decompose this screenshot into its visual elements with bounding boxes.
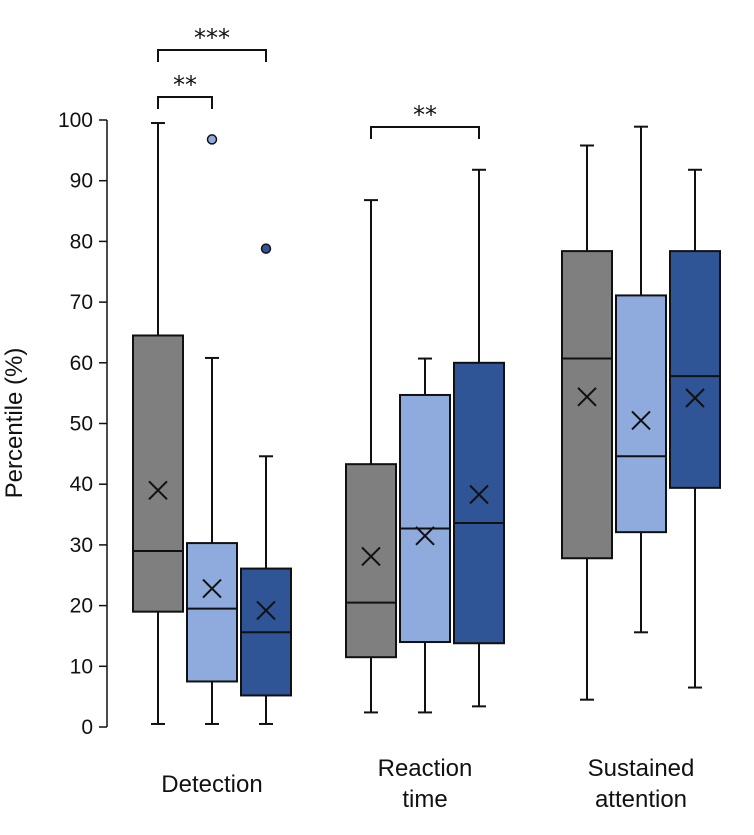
box-0-0	[132, 122, 184, 725]
y-tick-label: 0	[81, 716, 93, 739]
mean-marker	[202, 578, 222, 599]
y-tick-label: 50	[70, 413, 93, 436]
bracket-line	[157, 96, 213, 109]
iqr-box	[669, 250, 721, 489]
mean-marker	[685, 388, 705, 408]
box-2-2	[669, 168, 721, 689]
box-1-0	[345, 199, 397, 714]
bracket-line	[370, 126, 480, 139]
significance-label: **	[413, 101, 437, 129]
iqr-box	[615, 294, 667, 534]
mean-marker	[361, 546, 381, 567]
box-1-2	[453, 168, 505, 708]
mean-marker	[148, 480, 168, 500]
mean-marker	[469, 484, 489, 505]
y-tick-label: 20	[70, 595, 93, 618]
mean-marker	[415, 526, 435, 546]
y-tick-label: 60	[70, 352, 93, 375]
significance-bracket: ***	[157, 24, 267, 62]
iqr-box	[561, 250, 613, 560]
iqr-box	[453, 361, 505, 645]
box-0-2	[240, 243, 292, 725]
y-axis: 0 10 20 30 40 50 60 70 80 90 100	[58, 109, 108, 739]
significance-bracket: **	[370, 101, 480, 139]
mean-marker	[631, 410, 651, 431]
iqr-box	[132, 334, 184, 613]
mean-marker	[577, 387, 597, 407]
y-tick-label: 30	[70, 534, 93, 557]
box-1-1	[399, 357, 451, 714]
y-tick-label: 10	[70, 655, 93, 678]
box-0-1	[186, 134, 238, 725]
y-tick-label: 100	[58, 109, 93, 132]
y-tick-label: 80	[70, 230, 93, 253]
significance-brackets: *******	[157, 24, 480, 139]
group-label: Detection	[161, 771, 262, 798]
x-group-labels: Detection Reaction time Sustained attention	[161, 755, 694, 813]
iqr-box	[186, 542, 238, 683]
y-tick-label: 40	[70, 473, 93, 496]
outlier-point	[206, 134, 218, 145]
box-2-0	[561, 144, 613, 701]
plot-area	[132, 122, 721, 725]
group-label: time	[402, 786, 447, 813]
box-2-1	[615, 125, 667, 634]
group-label: Sustained	[588, 755, 695, 782]
group-label: Reaction	[378, 755, 473, 782]
outlier-point	[260, 243, 272, 254]
y-tick-label: 90	[70, 170, 93, 193]
mean-marker	[256, 600, 276, 621]
iqr-box	[345, 463, 397, 659]
bracket-line	[157, 49, 267, 62]
y-axis-title: Percentile (%)	[1, 348, 28, 499]
group-label: attention	[595, 786, 687, 813]
iqr-box	[399, 393, 451, 644]
significance-label: ***	[194, 24, 230, 52]
y-tick-label: 70	[70, 291, 93, 314]
significance-label: **	[173, 71, 197, 99]
significance-bracket: **	[157, 71, 213, 109]
